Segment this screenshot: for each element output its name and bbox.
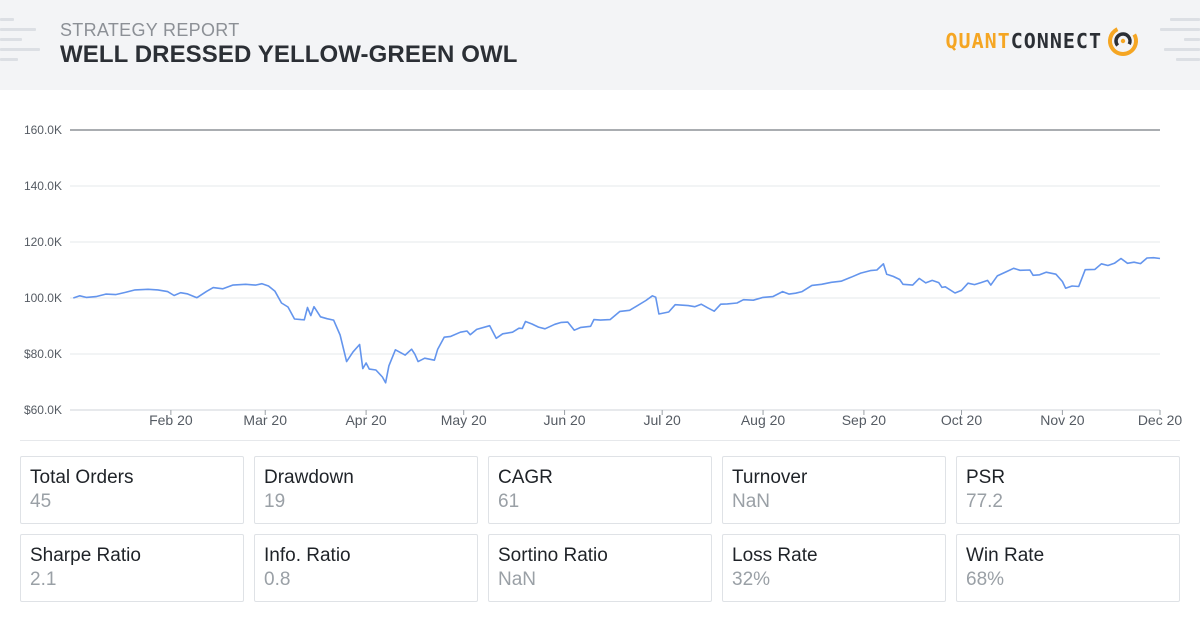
stat-value: 32%	[732, 569, 771, 590]
stat-label: Sharpe Ratio	[30, 545, 141, 566]
stat-label: Sortino Ratio	[498, 545, 608, 566]
report-subtitle: STRATEGY REPORT	[60, 20, 240, 40]
stat-label: Loss Rate	[732, 545, 818, 566]
y-tick-label: $80.0K	[24, 347, 62, 361]
logo-text-quant: QUANT	[945, 29, 1011, 53]
stat-label: Drawdown	[264, 467, 354, 488]
stat-card-drawdown: Drawdown 19	[254, 456, 478, 524]
statistics-grid: Total Orders 45 Drawdown 19 CAGR 61 Turn…	[20, 456, 1180, 602]
x-tick-label: Sep 20	[842, 412, 887, 428]
x-tick-label: May 20	[441, 412, 487, 428]
x-tick-label: Oct 20	[941, 412, 982, 428]
y-tick-label: 140.0K	[24, 179, 62, 193]
equity-chart-svg: $60.0K $80.0K 100.0K 120.0K 140.0K 160.0K Feb …	[24, 123, 1183, 428]
y-tick-label: 120.0K	[24, 235, 62, 249]
stat-label: Turnover	[732, 467, 808, 488]
y-tick-label: 100.0K	[24, 291, 62, 305]
stat-card-info-ratio: Info. Ratio 0.8	[254, 534, 478, 602]
stat-card-total-orders: Total Orders 45	[20, 456, 244, 524]
equity-chart: $60.0K $80.0K 100.0K 120.0K 140.0K 160.0K Feb …	[0, 90, 1200, 450]
stat-label: PSR	[966, 467, 1006, 488]
x-tick-label: Dec 20	[1138, 412, 1183, 428]
stat-value: 2.1	[30, 569, 57, 590]
quantconnect-logo-icon	[1108, 26, 1138, 56]
x-tick-label: Nov 20	[1040, 412, 1085, 428]
x-tick-label: Jul 20	[643, 412, 681, 428]
stat-label: CAGR	[498, 467, 553, 488]
stat-card-win-rate: Win Rate 68%	[956, 534, 1180, 602]
x-tick-label: Feb 20	[149, 412, 193, 428]
y-tick-label: 160.0K	[24, 123, 62, 137]
logo-text-connect: CONNECT	[1010, 29, 1102, 53]
quantconnect-logo: QUANT CONNECT	[945, 24, 1140, 58]
stat-value: NaN	[732, 491, 771, 512]
header-decoration-right	[1160, 18, 1200, 68]
stat-value: NaN	[498, 569, 537, 590]
stat-value: 68%	[966, 569, 1005, 590]
stat-label: Win Rate	[966, 545, 1045, 566]
x-tick-label: Jun 20	[544, 412, 586, 428]
header-decoration-left	[0, 18, 40, 68]
stat-card-loss-rate: Loss Rate 32%	[722, 534, 946, 602]
x-tick-label: Apr 20	[345, 412, 386, 428]
stat-card-psr: PSR 77.2	[956, 456, 1180, 524]
x-tick-label: Aug 20	[741, 412, 786, 428]
stat-card-turnover: Turnover NaN	[722, 456, 946, 524]
stat-label: Info. Ratio	[264, 545, 351, 566]
stat-value: 19	[264, 491, 286, 512]
stat-card-cagr: CAGR 61	[488, 456, 712, 524]
stat-value: 77.2	[966, 491, 1003, 512]
stat-label: Total Orders	[30, 467, 134, 488]
stat-value: 61	[498, 491, 520, 512]
stat-card-sortino-ratio: Sortino Ratio NaN	[488, 534, 712, 602]
equity-series-line	[73, 256, 1161, 384]
section-divider	[20, 440, 1180, 441]
stat-value: 45	[30, 491, 52, 512]
y-tick-label: $60.0K	[24, 403, 62, 417]
report-header: STRATEGY REPORT WELL DRESSED YELLOW-GREE…	[0, 0, 1200, 90]
stat-value: 0.8	[264, 569, 291, 590]
x-tick-label: Mar 20	[243, 412, 287, 428]
stat-card-sharpe-ratio: Sharpe Ratio 2.1	[20, 534, 244, 602]
strategy-title: WELL DRESSED YELLOW-GREEN OWL	[60, 41, 518, 68]
